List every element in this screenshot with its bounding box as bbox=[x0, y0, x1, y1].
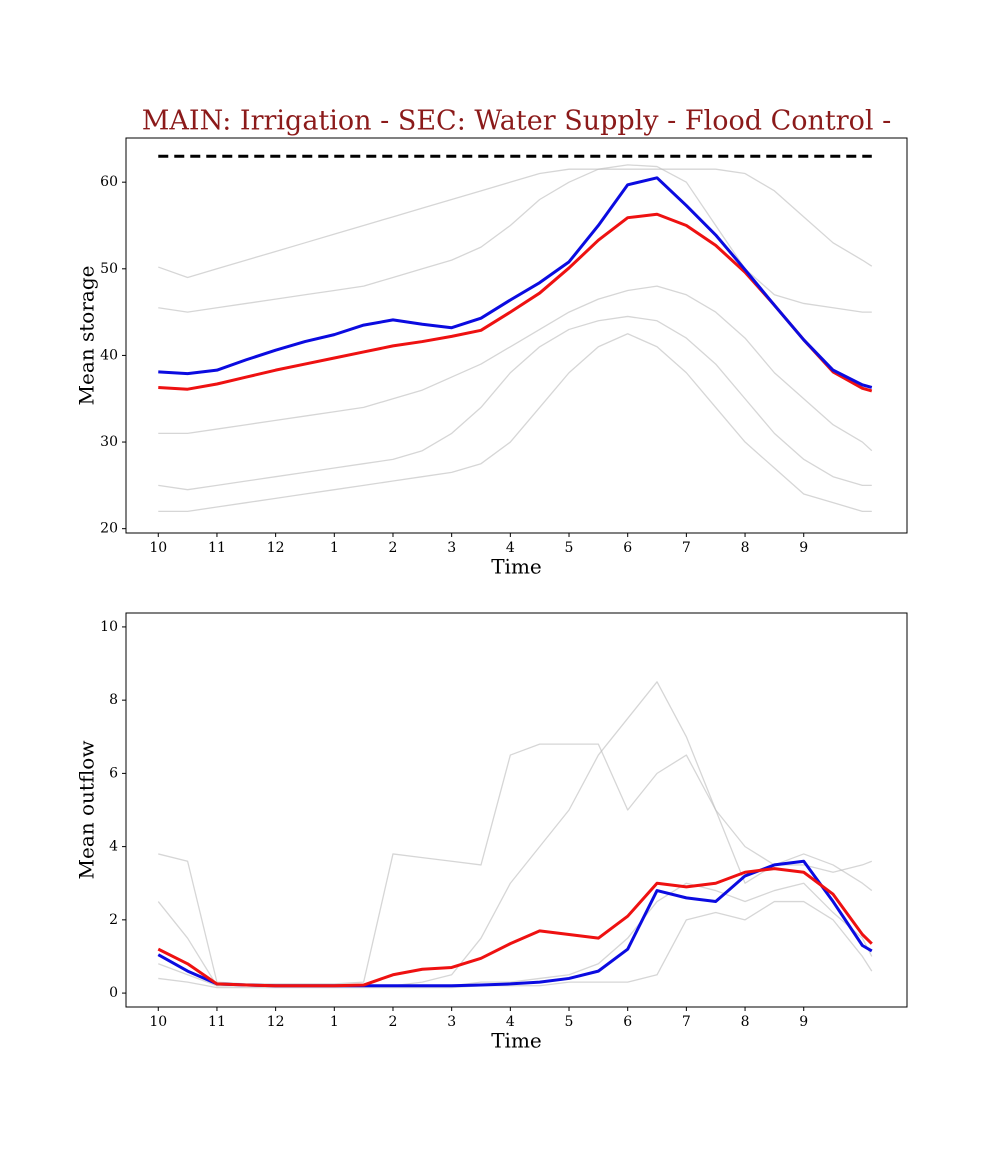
y-tick-label: 4 bbox=[109, 839, 118, 855]
series-line bbox=[157, 859, 873, 988]
series-line bbox=[158, 743, 873, 985]
chart-title: MAIN: Irrigation - SEC: Water Supply - F… bbox=[142, 106, 891, 137]
x-tick-label: 2 bbox=[389, 540, 398, 556]
x-tick-label: 8 bbox=[741, 540, 750, 556]
x-tick-label: 12 bbox=[267, 1014, 285, 1030]
x-tick-label: 9 bbox=[799, 540, 808, 556]
y-tick-label: 6 bbox=[109, 765, 118, 781]
plot-frame bbox=[125, 137, 908, 534]
plot-frame bbox=[125, 612, 908, 1008]
x-tick-label: 5 bbox=[565, 1014, 574, 1030]
y-tick-label: 0 bbox=[109, 985, 118, 1001]
x-tick-label: 6 bbox=[623, 1014, 632, 1030]
y-tick-label: 60 bbox=[100, 174, 118, 190]
series-line bbox=[158, 164, 872, 313]
x-tick-label: 2 bbox=[389, 1014, 398, 1030]
series-line bbox=[158, 333, 872, 512]
y-tick-label: 10 bbox=[100, 619, 118, 635]
x-tick-label: 1 bbox=[330, 540, 339, 556]
x-tick-label: 7 bbox=[682, 540, 691, 556]
x-tick-label: 10 bbox=[149, 1014, 167, 1030]
series-line bbox=[158, 176, 873, 389]
y-tick-label: 8 bbox=[109, 692, 118, 708]
x-axis-label: Time bbox=[491, 555, 542, 579]
series-line bbox=[158, 212, 873, 393]
series-line bbox=[158, 882, 873, 987]
y-axis-label: Mean outflow bbox=[75, 741, 99, 880]
series-line bbox=[157, 867, 873, 988]
x-tick-label: 8 bbox=[741, 1014, 750, 1030]
x-tick-label: 1 bbox=[330, 1014, 339, 1030]
x-tick-label: 4 bbox=[506, 540, 515, 556]
series-line bbox=[158, 900, 873, 989]
series-line bbox=[158, 285, 873, 452]
x-axis-label: Time bbox=[491, 1029, 542, 1053]
series-line bbox=[158, 315, 872, 491]
y-tick-label: 20 bbox=[100, 521, 118, 537]
x-tick-label: 5 bbox=[565, 540, 574, 556]
x-tick-label: 9 bbox=[799, 1014, 808, 1030]
y-tick-label: 40 bbox=[100, 347, 118, 363]
x-tick-label: 3 bbox=[447, 1014, 456, 1030]
y-tick-label: 30 bbox=[100, 434, 118, 450]
series-line bbox=[158, 168, 873, 279]
x-tick-label: 3 bbox=[447, 540, 456, 556]
x-tick-label: 11 bbox=[208, 1014, 226, 1030]
x-tick-label: 7 bbox=[682, 1014, 691, 1030]
y-tick-label: 50 bbox=[100, 261, 118, 277]
y-tick-label: 2 bbox=[109, 912, 118, 928]
x-tick-label: 11 bbox=[208, 540, 226, 556]
y-axis-label: Mean storage bbox=[75, 266, 99, 406]
x-tick-label: 6 bbox=[623, 540, 632, 556]
x-tick-label: 10 bbox=[149, 540, 167, 556]
x-tick-label: 12 bbox=[267, 540, 285, 556]
x-tick-label: 4 bbox=[506, 1014, 515, 1030]
